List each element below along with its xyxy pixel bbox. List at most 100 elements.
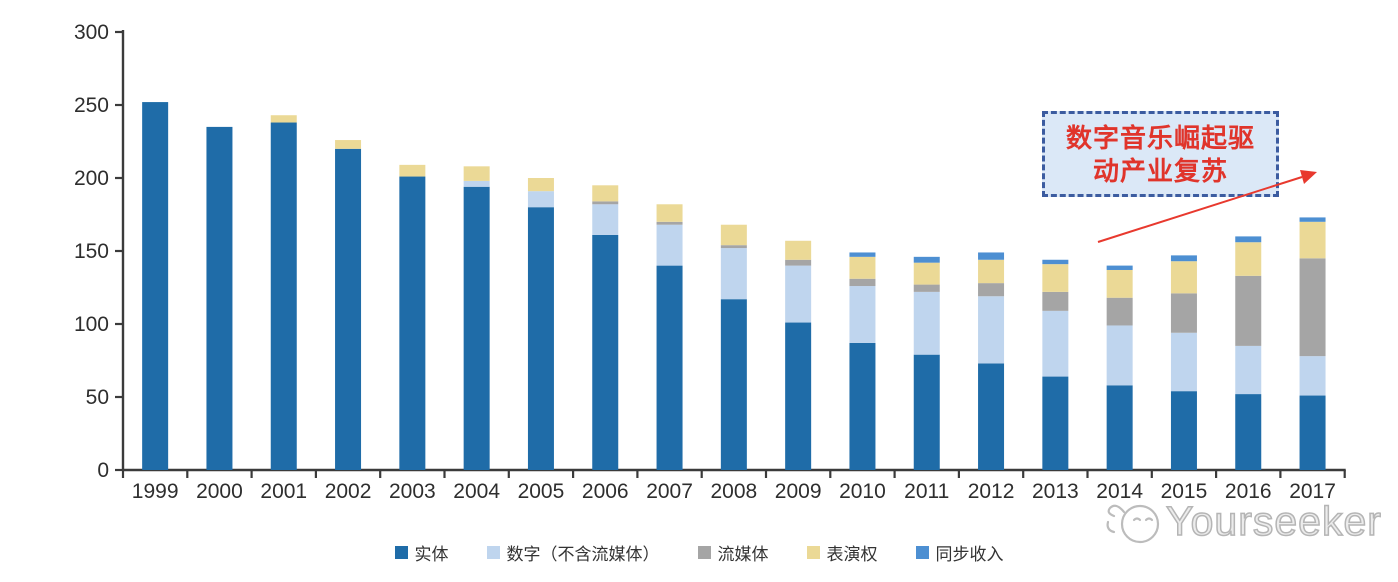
legend-label: 流媒体: [717, 545, 769, 564]
bar-segment: [913, 262, 940, 285]
x-axis-tick-label: 2011: [904, 480, 949, 503]
x-axis-tick-label: 2005: [518, 480, 565, 503]
bar-segment: [463, 180, 490, 187]
bar-segment: [1235, 236, 1262, 243]
x-axis-tick-label: 2004: [453, 480, 500, 503]
bar-segment: [978, 363, 1005, 470]
bar-segment: [720, 245, 747, 249]
bar-segment: [270, 122, 297, 471]
bar-segment: [463, 166, 490, 181]
legend-swatch: [806, 546, 820, 559]
bar-segment: [1106, 269, 1133, 298]
bar-segment: [1235, 345, 1262, 395]
x-axis-tick-label: 1999: [132, 480, 179, 503]
bar-segment: [527, 207, 554, 470]
y-axis-tick-label: 150: [74, 240, 109, 263]
bar-segment: [1299, 356, 1326, 396]
x-axis-tick-label: 2001: [260, 480, 307, 503]
x-axis-tick-label: 2015: [1161, 480, 1208, 503]
annotation-callout: 数字音乐崛起驱 动产业复苏: [1042, 111, 1279, 197]
bar-segment: [1299, 217, 1326, 222]
bar-segment: [592, 185, 619, 202]
x-axis-tick-label: 2007: [646, 480, 693, 503]
bar-segment: [1235, 242, 1262, 276]
bar-segment: [1106, 297, 1133, 326]
bar-segment: [1042, 310, 1069, 377]
y-axis-tick-label: 200: [74, 167, 109, 190]
bar-segment: [592, 201, 619, 205]
bar-segment: [785, 265, 812, 323]
annotation-text-line1: 数字音乐崛起驱: [1065, 123, 1255, 153]
legend-swatch: [486, 546, 500, 559]
y-axis-tick-label: 50: [86, 386, 109, 409]
bar-segment: [978, 296, 1005, 364]
bar-segment: [1299, 221, 1326, 259]
bar-segment: [785, 259, 812, 266]
bar-segment: [1042, 264, 1069, 292]
annotation-text-line2: 动产业复苏: [1092, 156, 1228, 186]
bar-segment: [270, 115, 297, 123]
x-axis-tick-label: 2012: [968, 480, 1015, 503]
bar-segment: [399, 164, 426, 177]
bar-segment: [1299, 395, 1326, 470]
bar-segment: [1235, 275, 1262, 346]
chart-legend: 实体 数字（不含流媒体） 流媒体 表演权 同步收入: [0, 540, 1398, 565]
legend-item: 同步收入: [915, 540, 1004, 565]
bar-segment: [913, 354, 940, 470]
y-axis-tick-label: 300: [74, 21, 109, 44]
bar-segment: [335, 140, 362, 149]
bar-segment: [849, 342, 876, 470]
bar-segment: [1106, 325, 1133, 386]
bar-segment: [1170, 391, 1197, 470]
x-axis-tick-label: 2009: [775, 480, 822, 503]
x-axis-tick-label: 2003: [389, 480, 436, 503]
y-axis-tick-label: 0: [97, 459, 109, 482]
bar-segment: [1170, 332, 1197, 392]
bar-segment: [1106, 265, 1133, 270]
bar-segment: [463, 186, 490, 470]
legend-swatch: [697, 546, 711, 559]
x-axis-tick-label: 2016: [1225, 480, 1272, 503]
legend-swatch: [915, 546, 929, 559]
bar-segment: [1299, 258, 1326, 357]
bar-segment: [1170, 293, 1197, 333]
bar-segment: [656, 265, 683, 470]
bar-segment: [656, 221, 683, 225]
legend-item: 数字（不含流媒体）: [486, 540, 660, 565]
legend-label: 表演权: [826, 545, 878, 564]
bar-segment: [592, 204, 619, 235]
bar-segment: [849, 278, 876, 287]
bar-segment: [849, 252, 876, 257]
legend-swatch: [394, 546, 408, 559]
bar-segment: [142, 102, 169, 470]
bar-segment: [978, 259, 1005, 284]
bar-segment: [592, 234, 619, 470]
x-axis-tick-label: 2006: [582, 480, 629, 503]
bar-segment: [1042, 376, 1069, 470]
x-axis-tick-label: 2014: [1096, 480, 1143, 503]
bar-segment: [913, 291, 940, 355]
bar-segment: [720, 299, 747, 470]
legend-item: 表演权: [806, 540, 878, 565]
x-axis-tick-label: 2000: [196, 480, 243, 503]
bar-segment: [1042, 291, 1069, 311]
x-axis-tick-label: 2013: [1032, 480, 1079, 503]
x-axis-tick-label: 2017: [1289, 480, 1336, 503]
x-axis-tick-label: 2010: [839, 480, 886, 503]
bar-segment: [1042, 259, 1069, 265]
bar-segment: [785, 322, 812, 470]
bar-segment: [399, 176, 426, 471]
bar-segment: [720, 248, 747, 300]
bar-segment: [978, 283, 1005, 297]
x-axis-tick-label: 2002: [325, 480, 372, 503]
bar-segment: [1235, 394, 1262, 470]
legend-label: 数字（不含流媒体）: [506, 545, 660, 564]
bar-segment: [656, 224, 683, 266]
bar-segment: [1170, 255, 1197, 262]
bar-segment: [335, 148, 362, 471]
y-axis-tick-label: 250: [74, 94, 109, 117]
legend-item: 实体: [394, 540, 449, 565]
bar-segment: [206, 126, 233, 471]
